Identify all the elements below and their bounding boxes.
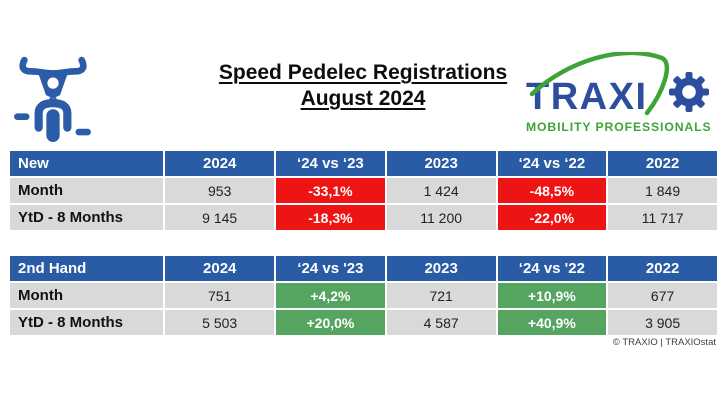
green-swoosh (529, 52, 670, 116)
value-cell: 1 424 (386, 178, 496, 203)
pct-cell-positive: +40,9% (497, 310, 607, 335)
col-header-24v22: ‘24 vs ‘22 (497, 151, 607, 176)
row-label: Month (10, 283, 164, 308)
pct-cell-positive: +20,0% (276, 310, 385, 335)
fork (34, 98, 72, 132)
new-registrations-table: New 2024 ‘24 vs ‘23 2023 ‘24 vs ‘22 2022… (8, 149, 719, 232)
table-row-month: Month 953 -33,1% 1 424 -48,5% 1 849 (10, 178, 717, 203)
front-wheel (46, 109, 60, 142)
copyright-note: © TRAXIO | TRAXIOstat (612, 337, 716, 348)
table-title-new: New (10, 151, 164, 176)
traxio-logo: TRAXI MOBILITY PROFESSIONALS (526, 52, 711, 134)
table-row-ytd: YtD - 8 Months 9 145 -18,3% 11 200 -22,0… (10, 205, 717, 230)
logo-tagline: MOBILITY PROFESSIONALS (526, 120, 711, 134)
col-header-24v22: ‘24 vs '22 (497, 256, 607, 281)
table-header-row: 2nd Hand 2024 ‘24 vs '23 2023 ‘24 vs '22… (10, 256, 717, 281)
col-header-2024: 2024 (165, 256, 275, 281)
col-header-2022: 2022 (608, 256, 717, 281)
value-cell: 9 145 (165, 205, 275, 230)
gear-icon (669, 72, 709, 112)
left-pedal (14, 113, 30, 120)
value-cell: 751 (165, 283, 275, 308)
col-header-2024: 2024 (165, 151, 275, 176)
col-header-24v23: ‘24 vs ‘23 (276, 151, 385, 176)
pct-cell-negative: -33,1% (276, 178, 385, 203)
handlebar (19, 56, 87, 77)
speed-pedelec-icon (14, 56, 91, 142)
table-row-month: Month 751 +4,2% 721 +10,9% 677 (10, 283, 717, 308)
table-title-2nd-hand: 2nd Hand (10, 256, 164, 281)
value-cell: 721 (386, 283, 496, 308)
row-label: YtD - 8 Months (10, 205, 164, 230)
pct-cell-positive: +4,2% (276, 283, 385, 308)
table-header-row: New 2024 ‘24 vs ‘23 2023 ‘24 vs ‘22 2022 (10, 151, 717, 176)
row-label: Month (10, 178, 164, 203)
col-header-24v23: ‘24 vs '23 (276, 256, 385, 281)
value-cell: 11 717 (608, 205, 717, 230)
headlight (47, 77, 59, 89)
value-cell: 4 587 (386, 310, 496, 335)
second-hand-registrations-table: 2nd Hand 2024 ‘24 vs '23 2023 ‘24 vs '22… (8, 254, 719, 337)
col-header-2022: 2022 (608, 151, 717, 176)
value-cell: 5 503 (165, 310, 275, 335)
title-line-1: Speed Pedelec Registrations (218, 61, 508, 84)
col-header-2023: 2023 (386, 151, 496, 176)
value-cell: 677 (608, 283, 717, 308)
value-cell: 3 905 (608, 310, 717, 335)
value-cell: 1 849 (608, 178, 717, 203)
value-cell: 953 (165, 178, 275, 203)
pct-cell-negative: -48,5% (497, 178, 607, 203)
table-row-ytd: YtD - 8 Months 5 503 +20,0% 4 587 +40,9%… (10, 310, 717, 335)
page-title: Speed Pedelec Registrations August 2024 (0, 60, 726, 112)
pct-cell-positive: +10,9% (497, 283, 607, 308)
right-pedal (75, 128, 91, 136)
pct-cell-negative: -18,3% (276, 205, 385, 230)
value-cell: 11 200 (386, 205, 496, 230)
col-header-2023: 2023 (386, 256, 496, 281)
title-line-2: August 2024 (300, 87, 426, 110)
pct-cell-negative: -22,0% (497, 205, 607, 230)
row-label: YtD - 8 Months (10, 310, 164, 335)
